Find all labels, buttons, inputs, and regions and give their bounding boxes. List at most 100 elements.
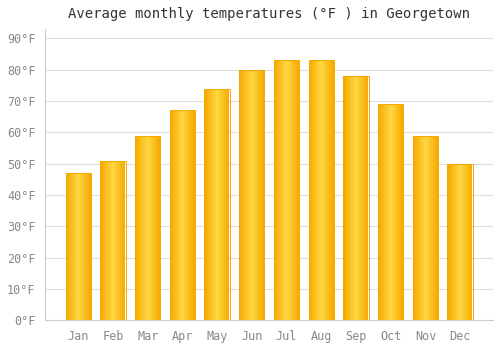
Bar [111, 161, 112, 320]
Bar [437, 135, 438, 320]
Bar [462, 164, 463, 320]
Bar [363, 76, 364, 320]
Bar [386, 104, 388, 320]
Bar [244, 70, 246, 320]
Bar [119, 161, 120, 320]
Bar [144, 135, 145, 320]
Bar [136, 135, 160, 320]
Bar [328, 61, 329, 320]
Bar [259, 70, 260, 320]
Bar [284, 61, 285, 320]
Bar [138, 135, 140, 320]
Bar [392, 104, 393, 320]
Bar [434, 135, 435, 320]
Bar [287, 61, 288, 320]
Bar [142, 135, 143, 320]
Bar [315, 61, 316, 320]
Bar [422, 135, 424, 320]
Bar [73, 173, 74, 320]
Bar [224, 89, 225, 320]
Bar [87, 173, 88, 320]
Bar [452, 164, 453, 320]
Bar [383, 104, 384, 320]
Bar [400, 104, 401, 320]
Bar [192, 111, 193, 320]
Bar [222, 89, 223, 320]
Bar [250, 70, 251, 320]
Bar [393, 104, 394, 320]
Bar [208, 89, 209, 320]
Bar [190, 111, 191, 320]
Bar [172, 111, 173, 320]
Bar [104, 161, 105, 320]
Bar [177, 111, 178, 320]
Bar [364, 76, 365, 320]
Bar [191, 111, 192, 320]
Bar [388, 104, 389, 320]
Bar [348, 76, 349, 320]
Bar [412, 135, 414, 320]
Bar [454, 164, 455, 320]
Bar [331, 61, 332, 320]
Bar [345, 76, 346, 320]
Bar [343, 76, 344, 320]
Bar [176, 111, 177, 320]
Bar [251, 70, 252, 320]
Bar [155, 135, 156, 320]
Bar [260, 70, 261, 320]
Bar [357, 76, 358, 320]
Bar [205, 89, 206, 320]
Bar [418, 135, 419, 320]
Bar [209, 89, 210, 320]
Bar [85, 173, 86, 320]
Bar [242, 70, 243, 320]
Bar [382, 104, 383, 320]
Bar [431, 135, 432, 320]
Bar [346, 76, 347, 320]
Bar [173, 111, 174, 320]
Bar [101, 161, 102, 320]
Bar [399, 104, 400, 320]
Bar [360, 76, 362, 320]
Bar [329, 61, 330, 320]
Bar [204, 89, 230, 320]
Bar [253, 70, 254, 320]
Bar [213, 89, 214, 320]
Bar [312, 61, 313, 320]
Bar [68, 173, 70, 320]
Bar [318, 61, 319, 320]
Bar [365, 76, 366, 320]
Bar [186, 111, 187, 320]
Bar [109, 161, 110, 320]
Bar [435, 135, 436, 320]
Bar [276, 61, 277, 320]
Bar [366, 76, 367, 320]
Bar [288, 61, 289, 320]
Bar [124, 161, 125, 320]
Bar [66, 173, 67, 320]
Bar [324, 61, 325, 320]
Bar [398, 104, 399, 320]
Bar [154, 135, 155, 320]
Bar [350, 76, 352, 320]
Bar [215, 89, 216, 320]
Bar [274, 61, 299, 320]
Bar [193, 111, 194, 320]
Bar [289, 61, 290, 320]
Bar [355, 76, 356, 320]
Bar [295, 61, 296, 320]
Bar [466, 164, 467, 320]
Bar [451, 164, 452, 320]
Bar [170, 111, 195, 320]
Bar [86, 173, 87, 320]
Bar [378, 104, 404, 320]
Bar [322, 61, 323, 320]
Bar [120, 161, 121, 320]
Bar [228, 89, 229, 320]
Bar [239, 70, 240, 320]
Bar [461, 164, 462, 320]
Bar [214, 89, 215, 320]
Bar [212, 89, 213, 320]
Bar [389, 104, 390, 320]
Bar [83, 173, 84, 320]
